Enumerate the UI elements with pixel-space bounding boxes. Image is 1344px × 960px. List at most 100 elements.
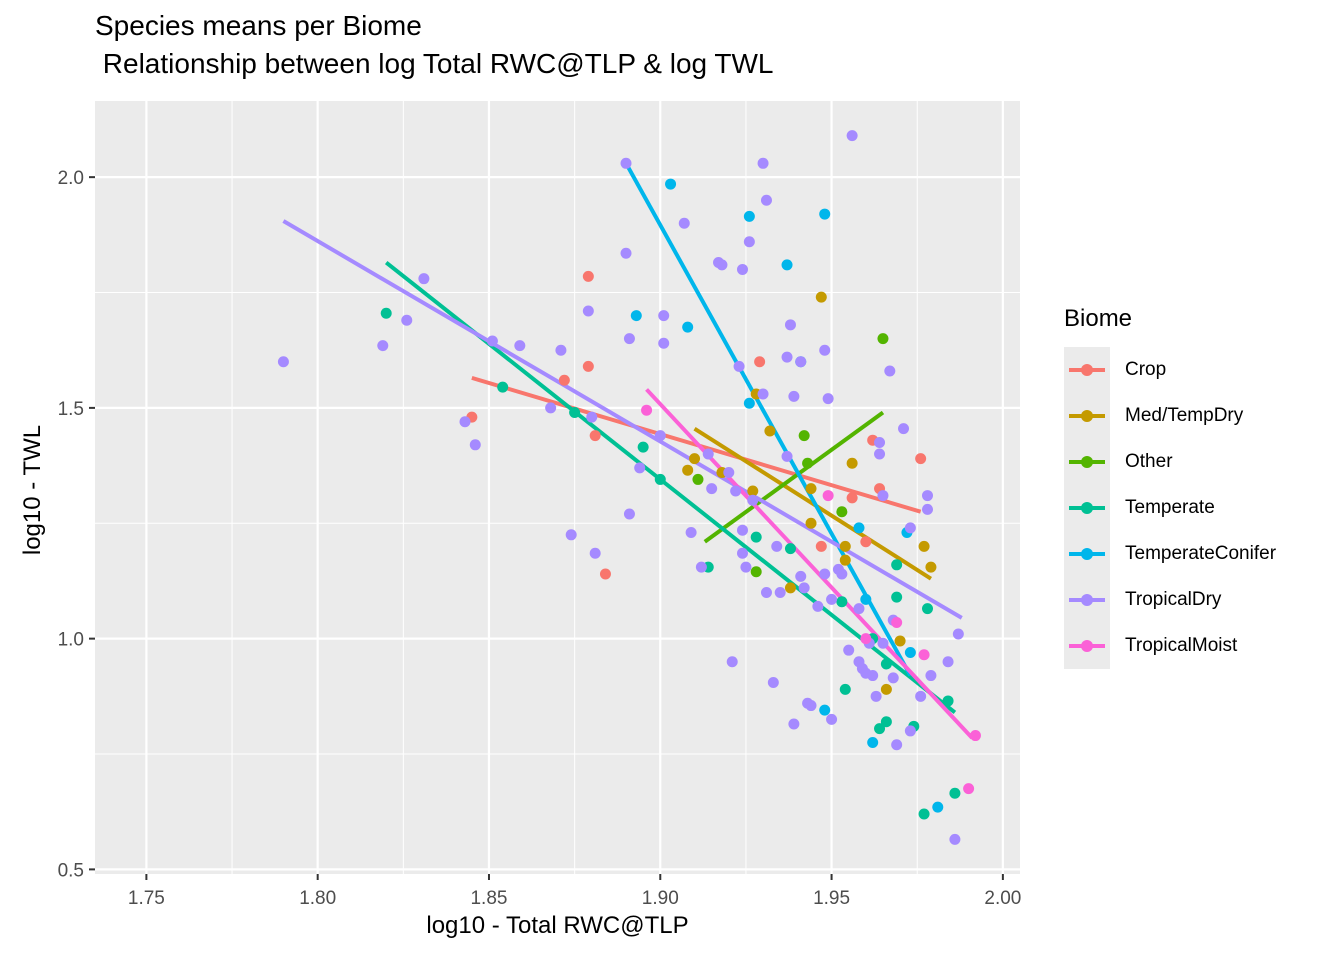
point-tropicaldry: [819, 344, 831, 356]
point-tropicaldry: [843, 644, 855, 656]
x-tick-label: 1.75: [128, 888, 165, 909]
point-temperate: [380, 307, 392, 319]
point-tropicaldry: [589, 547, 601, 559]
point-tropicaldry: [654, 430, 666, 442]
point-other: [877, 333, 889, 345]
point-tropicaldry: [486, 335, 498, 347]
point-tropicaldry: [826, 593, 838, 605]
point-tropicalmoist: [891, 616, 903, 628]
point-med-tempdry: [682, 464, 694, 476]
point-temperate: [784, 543, 796, 555]
legend-label: Other: [1125, 451, 1173, 472]
point-temperate: [880, 658, 892, 670]
point-tropicaldry: [904, 725, 916, 737]
point-tropicaldry: [915, 690, 927, 702]
point-crop: [582, 360, 594, 372]
point-tropicaldry: [702, 448, 714, 460]
point-tropicaldry: [884, 365, 896, 377]
point-tropicaldry: [904, 522, 916, 534]
point-temperateconifer: [932, 801, 944, 813]
legend: Biome Crop Med/TempDry Other Temperate Tempe…: [1064, 305, 1276, 669]
point-tropicaldry: [795, 356, 807, 368]
point-temperate: [497, 381, 509, 393]
point-med-tempdry: [805, 483, 817, 495]
point-tropicaldry: [658, 337, 670, 349]
point-tropicaldry: [545, 402, 557, 414]
point-tropicaldry: [726, 656, 738, 668]
point-temperateconifer: [682, 321, 694, 333]
legend-title: Biome: [1064, 305, 1133, 332]
point-tropicaldry: [634, 462, 646, 474]
point-tropicaldry: [812, 600, 824, 612]
point-temperate: [942, 695, 954, 707]
x-axis-ticks: 1.75 1.80 1.85 1.90 1.95 2.00: [128, 874, 1021, 909]
point-tropicalmoist: [918, 649, 930, 661]
point-tropicaldry: [887, 672, 899, 684]
point-tropicaldry: [730, 485, 742, 497]
point-tropicaldry: [874, 448, 886, 460]
point-temperate: [874, 723, 886, 735]
point-med-tempdry: [815, 291, 827, 303]
point-temperateconifer: [781, 259, 793, 271]
legend-item-tropicaldry: TropicalDry: [1064, 577, 1276, 623]
point-tropicaldry: [514, 340, 526, 352]
point-temperate: [949, 787, 961, 799]
point-tropicaldry: [836, 568, 848, 580]
legend-point-swatch: [1081, 502, 1093, 514]
point-tropicaldry: [925, 670, 937, 682]
point-med-tempdry: [880, 683, 892, 695]
legend-item-temperateconifer: TemperateConifer: [1064, 531, 1276, 577]
legend-key-temperateconifer: [1064, 531, 1110, 577]
point-tropicaldry: [620, 157, 632, 169]
point-tropicaldry: [706, 483, 718, 495]
point-med-tempdry: [846, 457, 858, 469]
point-tropicaldry: [898, 423, 910, 435]
point-tropicaldry: [401, 314, 413, 326]
point-med-tempdry: [839, 540, 851, 552]
minor-gridlines: [95, 101, 1020, 874]
point-tropicaldry: [819, 568, 831, 580]
point-tropicaldry: [586, 411, 598, 423]
point-tropicaldry: [922, 503, 933, 515]
data-points: [277, 130, 981, 845]
point-crop: [558, 374, 570, 386]
trend-line-tropicalmoist: [645, 388, 974, 740]
point-tropicaldry: [853, 603, 865, 615]
point-tropicalmoist: [963, 783, 975, 795]
trend-line-temperateconifer: [624, 162, 913, 677]
point-tropicaldry: [877, 637, 889, 649]
point-tropicaldry: [623, 333, 635, 345]
point-temperate: [569, 407, 581, 419]
point-med-tempdry: [784, 582, 796, 594]
point-tropicaldry: [623, 508, 635, 520]
y-axis-title: log10 - TWL: [19, 424, 46, 556]
point-temperateconifer: [743, 210, 755, 222]
y-tick-label: 2.0: [58, 168, 84, 189]
point-temperate: [891, 591, 903, 603]
point-temperateconifer: [904, 646, 916, 658]
point-tropicaldry: [760, 586, 772, 598]
legend-point-swatch: [1081, 364, 1093, 376]
legend-key-tropicalmoist: [1064, 623, 1110, 669]
legend-point-swatch: [1081, 456, 1093, 468]
point-temperateconifer: [853, 522, 865, 534]
x-tick-label: 1.90: [642, 888, 679, 909]
point-other: [692, 473, 704, 485]
legend-label: Med/TempDry: [1125, 405, 1244, 426]
point-tropicaldry: [757, 157, 769, 169]
legend-item-temperate: Temperate: [1064, 485, 1276, 531]
legend-point-swatch: [1081, 594, 1093, 606]
plot-panel: [95, 101, 1020, 874]
point-tropicaldry: [922, 490, 933, 502]
legend-label: TemperateConifer: [1125, 543, 1277, 564]
point-tropicaldry: [781, 450, 793, 462]
point-tropicaldry: [949, 833, 961, 845]
y-tick-label: 1.5: [58, 399, 84, 420]
point-tropicaldry: [774, 586, 786, 598]
point-crop: [860, 536, 872, 548]
point-tropicaldry: [740, 561, 752, 573]
point-temperate: [839, 683, 851, 695]
point-tropicaldry: [867, 670, 879, 682]
point-tropicaldry: [459, 416, 471, 428]
